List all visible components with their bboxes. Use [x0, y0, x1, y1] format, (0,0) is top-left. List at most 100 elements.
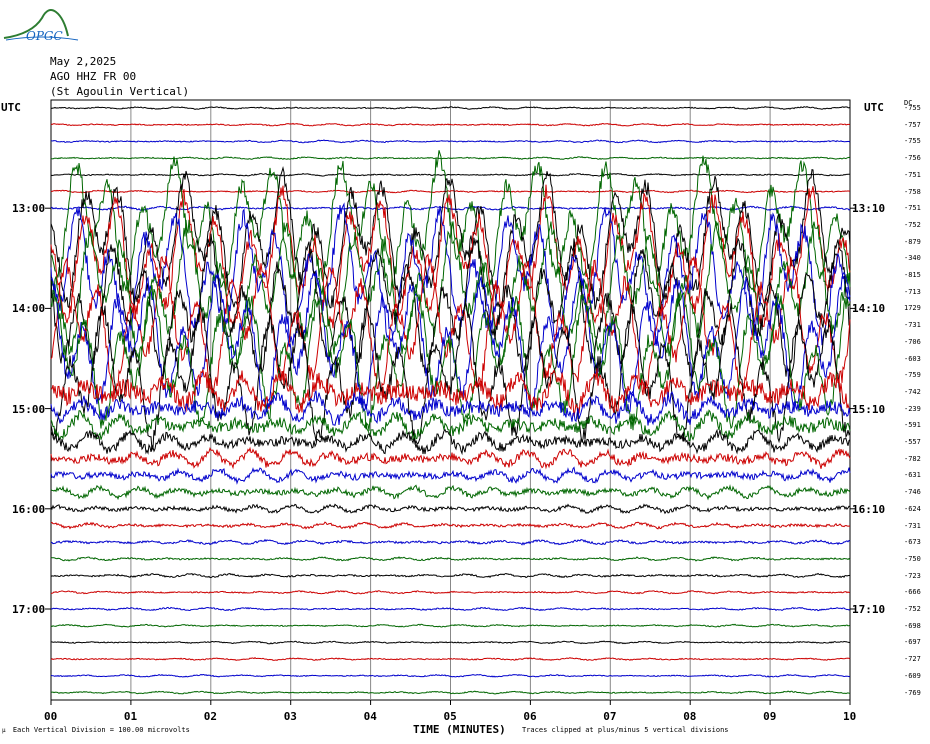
dc-offset-label: -731 [904, 321, 921, 330]
dc-offset-label: -742 [904, 387, 921, 396]
trace-line [50, 556, 851, 562]
header-date: May 2,2025 [50, 55, 117, 68]
trace-line [50, 122, 851, 127]
footer-scale-note: µ Each Vertical Division = 100.00 microv… [2, 726, 190, 734]
dc-offset-label: -756 [904, 154, 921, 163]
dc-offset-label: -731 [904, 521, 921, 530]
x-axis-title: TIME (MINUTES) [413, 723, 506, 736]
trace-line [50, 538, 851, 546]
utc-left-label: UTC [1, 101, 21, 114]
dc-offset-label: -752 [904, 220, 921, 229]
x-tick-label: 07 [603, 710, 617, 723]
dc-offset-label: -631 [904, 471, 921, 480]
trace-line [50, 156, 851, 160]
dc-offset-label: -340 [904, 254, 921, 263]
trace-line [50, 184, 851, 329]
logo-text: OPGC [26, 29, 63, 43]
dc-offset-label: -727 [904, 655, 921, 664]
trace-line [50, 590, 851, 595]
utc-right-label: UTC [864, 101, 884, 114]
trace-line [50, 657, 851, 661]
x-tick-label: 09 [763, 710, 777, 723]
scale-mark: µ [2, 727, 13, 734]
left-time-label: 17:00 [12, 603, 46, 616]
trace-line [50, 283, 851, 431]
trace-line [50, 219, 851, 366]
dc-offset-label: -755 [904, 137, 921, 146]
dc-offset-label: -751 [904, 170, 921, 179]
dc-offset-label: -755 [904, 104, 921, 112]
trace-line [50, 572, 851, 579]
dc-offset-label: -879 [904, 237, 921, 246]
trace-line [50, 390, 851, 426]
trace-line [50, 233, 851, 380]
dc-offset-label: -239 [904, 404, 921, 413]
trace-line [50, 409, 851, 442]
dc-offset-label: -746 [904, 488, 921, 497]
x-tick-label: 03 [283, 710, 297, 723]
footer-clip-note: Traces clipped at plus/minus 5 vertical … [522, 726, 729, 734]
dc-offset-label: -609 [904, 671, 921, 680]
trace-line [50, 150, 851, 297]
x-tick-label: 02 [203, 710, 218, 723]
trace-line [50, 623, 851, 628]
dc-offset-label: 1729 [904, 304, 921, 313]
right-time-label: 15:10 [852, 402, 886, 416]
dc-offset-label: -706 [904, 337, 921, 346]
dc-offset-label: -769 [904, 688, 921, 697]
trace-line [50, 302, 851, 452]
header-station: AGO HHZ FR 00 [50, 70, 137, 83]
trace-line [50, 673, 851, 678]
dc-offset-label: -752 [904, 605, 921, 613]
trace-line [50, 503, 851, 515]
left-time-label: 15:00 [12, 402, 46, 416]
dc-offset-label: -757 [904, 120, 921, 129]
dc-offset-label: -750 [904, 554, 921, 563]
left-time-label: 16:00 [12, 502, 46, 516]
trace-line [50, 446, 851, 470]
right-time-label: 17:10 [852, 603, 886, 616]
x-tick-label: 05 [443, 710, 457, 723]
trace-line [51, 139, 851, 144]
dc-offset-label: -815 [904, 271, 921, 279]
trace-line [50, 690, 851, 695]
trace-line [50, 466, 851, 485]
right-time-label: 14:10 [852, 302, 886, 316]
dc-offset-label: -758 [904, 187, 921, 196]
x-tick-label: 06 [523, 710, 537, 723]
right-time-label: 13:10 [852, 202, 886, 216]
trace-line [50, 106, 851, 110]
opgc-logo: OPGC [3, 9, 79, 43]
trace-line [50, 202, 851, 347]
dc-label: DC [904, 99, 913, 107]
trace-line [50, 484, 851, 501]
left-time-label: 13:00 [12, 202, 46, 216]
dc-offset-label: -759 [904, 371, 921, 380]
dc-offset-label: -723 [904, 571, 921, 580]
dc-offset-label: -673 [904, 538, 921, 547]
dc-offset-label: -624 [904, 504, 921, 513]
x-tick-label: 10 [843, 710, 857, 723]
trace-line [50, 166, 851, 312]
trace-line [50, 521, 851, 530]
right-time-label: 16:10 [852, 502, 886, 516]
header-location: (St Agoulin Vertical) [50, 85, 190, 98]
left-time-label: 14:00 [12, 302, 46, 316]
dc-offset-label: -698 [904, 621, 921, 630]
dc-offset-label: -697 [904, 638, 921, 647]
dc-offset-label: -713 [904, 287, 921, 296]
dc-offset-label: -603 [904, 354, 921, 363]
x-tick-label: 04 [363, 710, 377, 723]
trace-line [50, 269, 851, 415]
dc-offset-label: -591 [904, 421, 921, 430]
dc-offset-label: -782 [904, 454, 921, 463]
trace-line [50, 428, 851, 456]
trace-line [51, 640, 851, 645]
x-tick-label: 00 [44, 710, 58, 723]
dc-offset-label: -557 [904, 438, 921, 446]
x-tick-label: 01 [123, 710, 138, 723]
x-tick-label: 08 [683, 710, 697, 723]
trace-line [50, 606, 851, 612]
dc-offset-label: -666 [904, 588, 921, 597]
